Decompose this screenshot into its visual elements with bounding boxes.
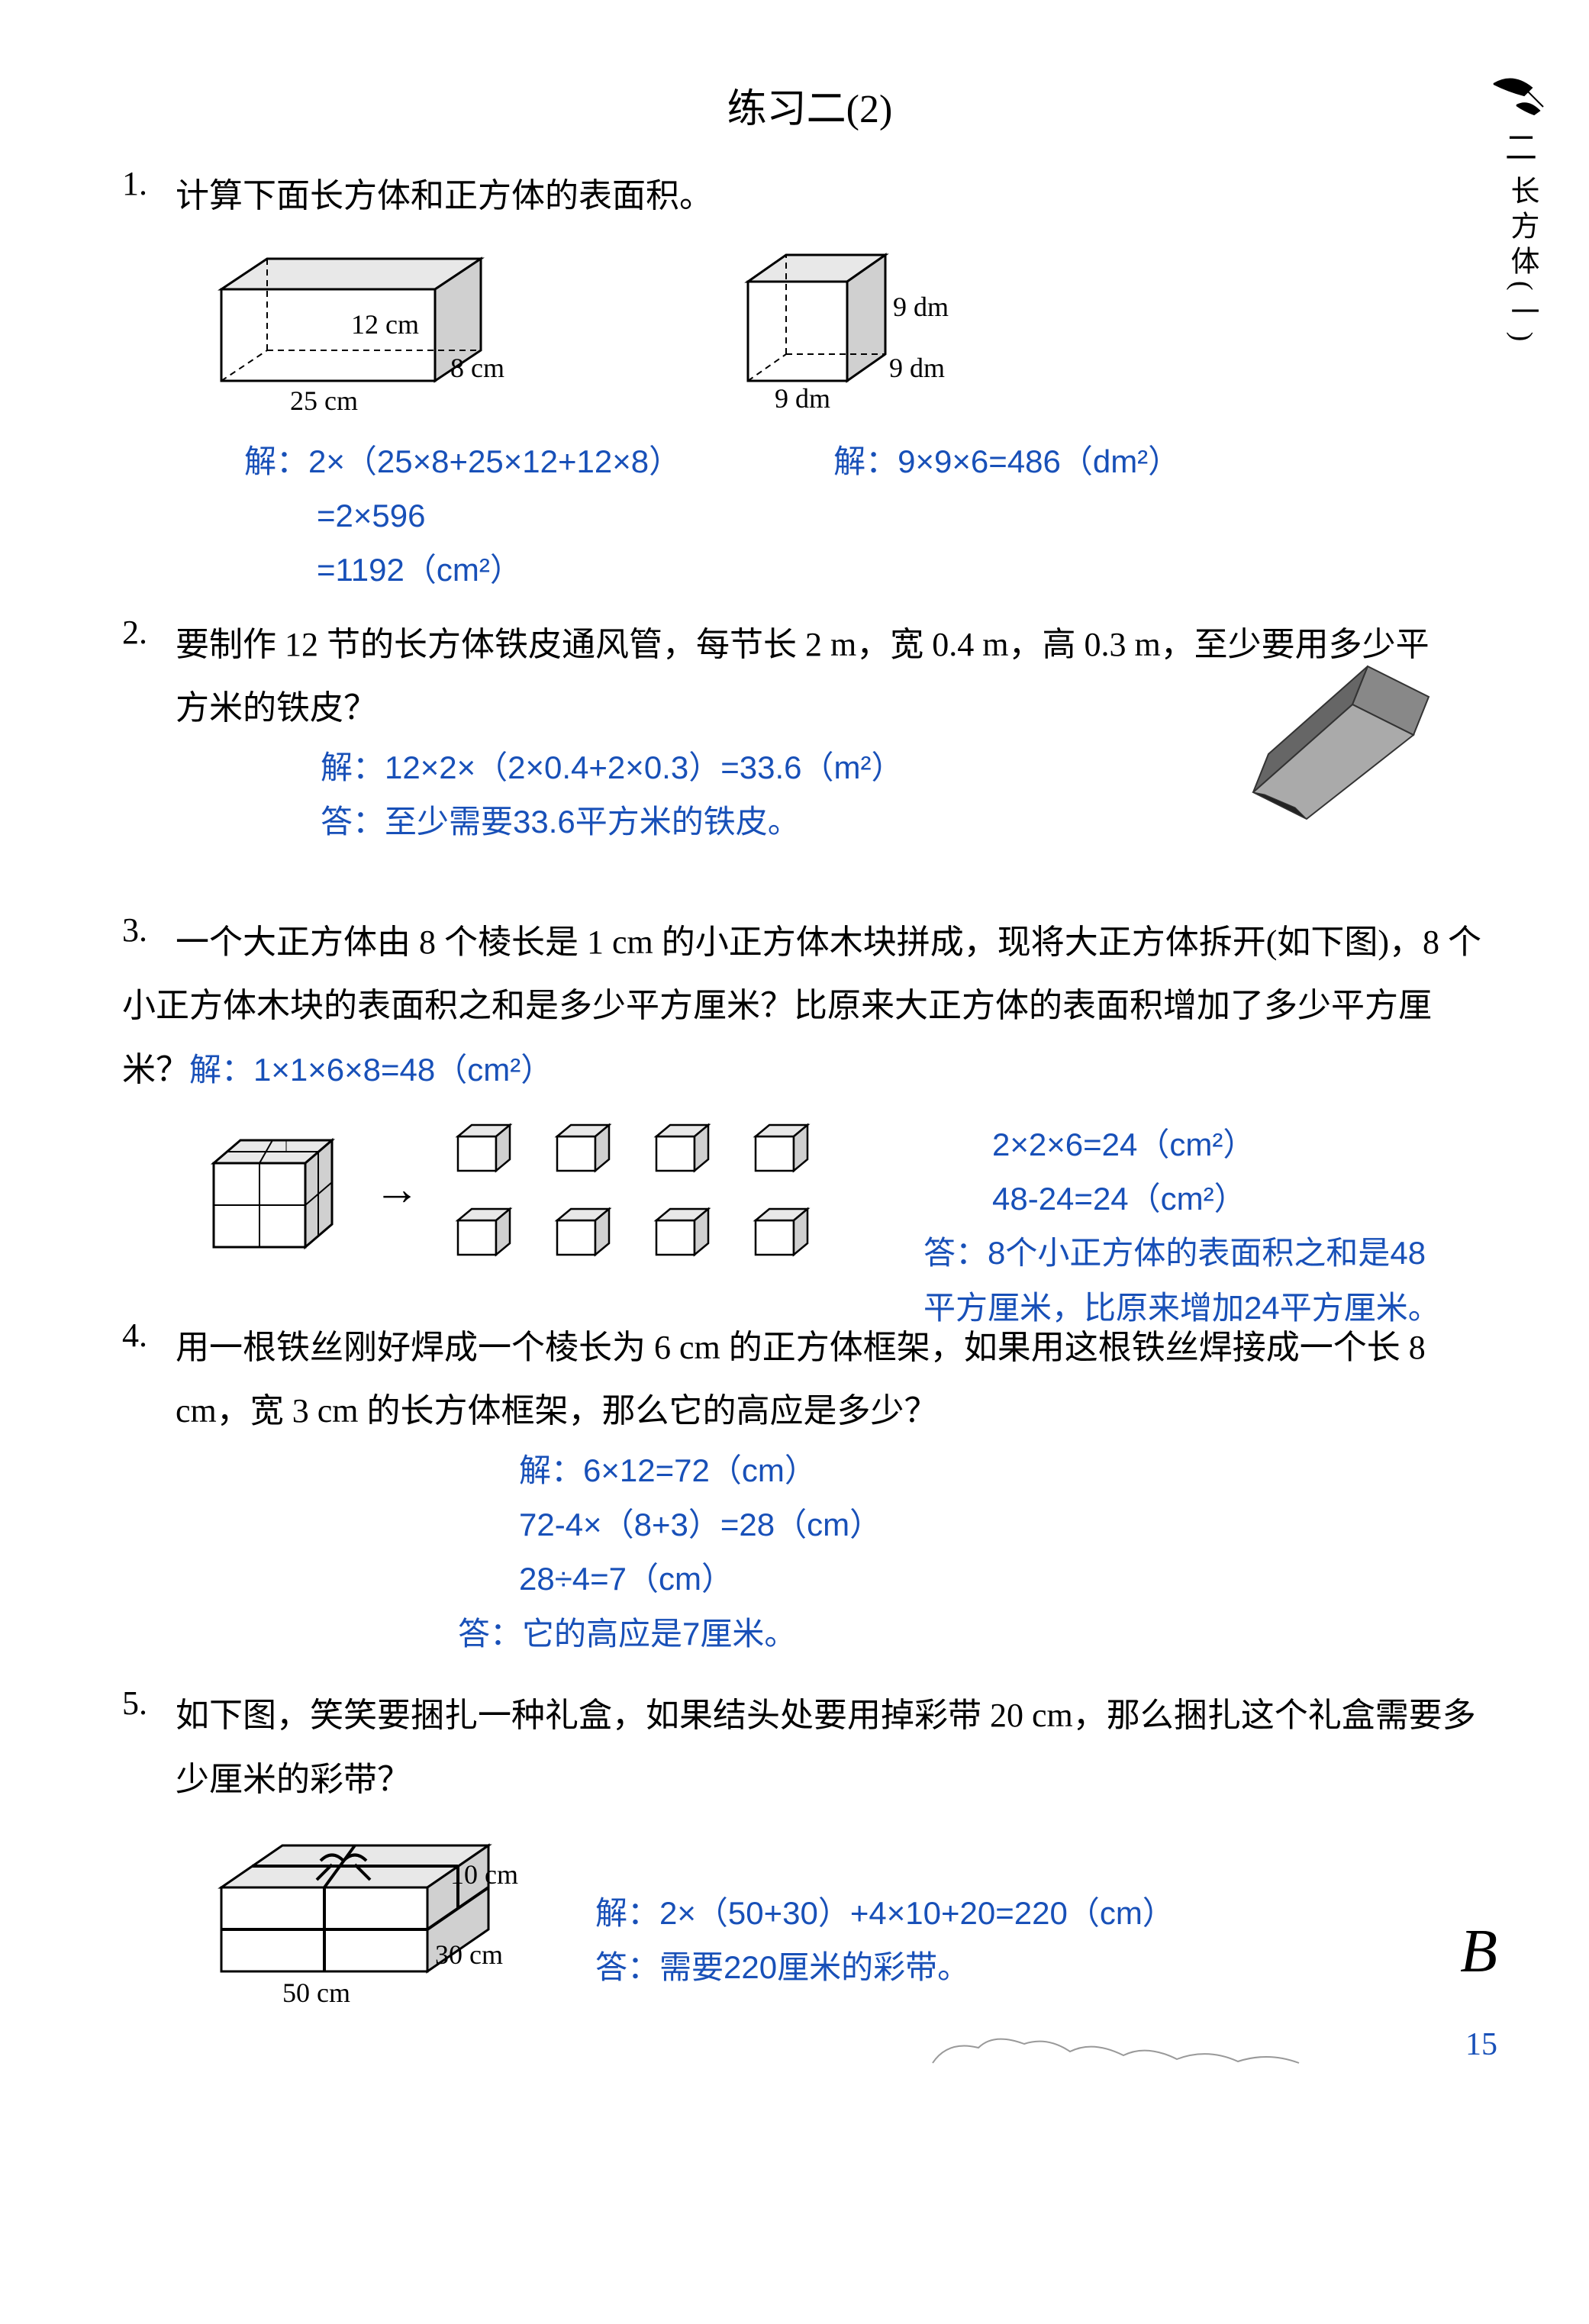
p1-answer1-line1: 解：2×（25×8+25×12+12×8） <box>244 434 681 488</box>
cube-figure: 9 dm 9 dm 9 dm <box>733 243 962 419</box>
problem-number: 4. <box>122 1316 147 1355</box>
problem-number: 5. <box>122 1684 147 1723</box>
cuboid-height: 12 cm <box>351 309 419 340</box>
box-length: 50 cm <box>282 1977 350 2008</box>
problem-text: 计算下面长方体和正方体的表面积。 <box>176 164 1497 228</box>
large-cube-figure <box>198 1125 343 1255</box>
problem-number: 1. <box>122 164 147 203</box>
p3-ans2: 2×2×6=24（cm²） <box>992 1117 1440 1172</box>
page-number: 15 <box>1465 2026 1497 2063</box>
p4-ans4: 答：它的高应是7厘米。 <box>458 1607 1497 1661</box>
cube-edge2: 9 dm <box>889 353 945 383</box>
problem-text: 一个大正方体由 8 个棱长是 1 cm 的小正方体木块拼成，现将大正方体拆开(如… <box>122 923 1481 1088</box>
p3-ans3: 48-24=24（cm²） <box>992 1172 1440 1226</box>
cloud-decoration <box>917 2017 1375 2078</box>
problem-text: 如下图，笑笑要捆扎一种礼盒，如果结头处要用掉彩带 20 cm，那么捆扎这个礼盒需… <box>176 1684 1497 1811</box>
p1-answer1-line2: =2×596 <box>317 488 681 543</box>
cube-edge3: 9 dm <box>775 383 830 411</box>
problem-4: 4. 用一根铁丝刚好焊成一个棱长为 6 cm 的正方体框架，如果用这根铁丝焊接成… <box>122 1316 1497 1662</box>
letter-b-decoration: B <box>1460 1917 1497 1987</box>
p1-answer1-line3: =1192（cm²） <box>317 543 681 597</box>
p5-ans2: 答：需要220厘米的彩带。 <box>595 1940 1175 1994</box>
giftbox-figure: 10 cm 30 cm 50 cm <box>198 1826 534 2025</box>
small-cubes-grid <box>450 1117 817 1262</box>
p1-answer2: 解：9×9×6=486（dm²） <box>833 434 1180 488</box>
problem-text: 用一根铁丝刚好焊成一个棱长为 6 cm 的正方体框架，如果用这根铁丝焊接成一个长… <box>176 1316 1497 1443</box>
problem-3: 3. 一个大正方体由 8 个棱长是 1 cm 的小正方体木块拼成，现将大正方体拆… <box>122 911 1497 1262</box>
box-height: 10 cm <box>450 1859 518 1890</box>
problem-number: 2. <box>122 613 147 652</box>
cuboid-length: 25 cm <box>290 385 358 416</box>
duct-figure <box>1238 659 1452 827</box>
p4-ans1: 解：6×12=72（cm） <box>519 1443 1497 1497</box>
p4-ans2: 72-4×（8+3）=28（cm） <box>519 1497 1497 1552</box>
p3-ans1: 解：1×1×6×8=48（cm²） <box>189 1052 553 1088</box>
cube-edge1: 9 dm <box>893 292 949 322</box>
p4-ans3: 28÷4=7（cm） <box>519 1552 1497 1606</box>
page-title: 练习二(2) <box>122 76 1497 134</box>
chapter-number: 二 <box>1505 122 1537 169</box>
chapter-label: 长方体(一) <box>1501 176 1543 347</box>
p5-ans1: 解：2×（50+30）+4×10+20=220（cm） <box>595 1886 1175 1940</box>
cuboid-figure: 12 cm 8 cm 25 cm <box>198 243 519 419</box>
problem-2: 2. 要制作 12 节的长方体铁皮通风管，每节长 2 m，宽 0.4 m，高 0… <box>122 613 1497 849</box>
cuboid-width: 8 cm <box>450 353 504 383</box>
p3-ans4: 答：8个小正方体的表面积之和是48 <box>923 1226 1440 1280</box>
problem-1: 1. 计算下面长方体和正方体的表面积。 12 cm 8 cm 25 cm <box>122 164 1497 598</box>
bird-decoration <box>1490 69 1558 122</box>
problem-5: 5. 如下图，笑笑要捆扎一种礼盒，如果结头处要用掉彩带 20 cm，那么捆扎这个… <box>122 1684 1497 2025</box>
box-width: 30 cm <box>435 1939 503 1970</box>
arrow-icon: → <box>374 1163 420 1216</box>
